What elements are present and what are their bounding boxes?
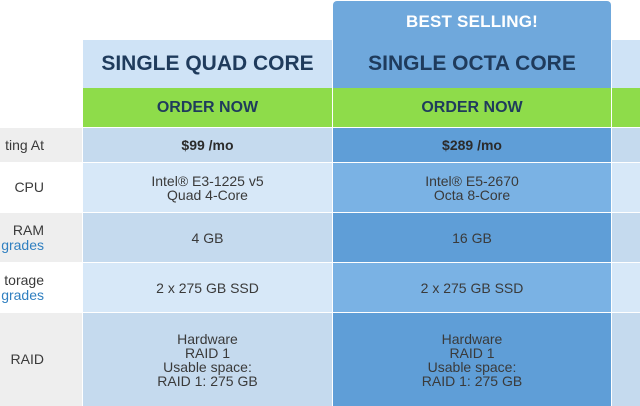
cpu-quad: Intel® E3-1225 v5 Quad 4-Core [83,163,332,212]
row-label: RAM grades [1,221,44,253]
raid-quad: Hardware RAID 1 Usable space: RAID 1: 275 G… [83,313,332,406]
raid-octa: Hardware RAID 1 Usable space: RAID 1: 275 G… [333,313,611,406]
row-raid: RAID Hardware RAID 1 Usable space: RAID 1: … [0,313,640,406]
plan-name-octa: SINGLE OCTA CORE [333,40,611,88]
storage-quad: 2 x 275 GB SSD [83,263,332,312]
price-octa: $289 /mo [333,128,611,162]
row-label: CPU [14,179,44,195]
cpu-octa: Intel® E5-2670 Octa 8-Core [333,163,611,212]
ram-octa: 16 GB [333,213,611,262]
order-now-quad-button[interactable]: ORDER NOW [83,88,332,127]
next-plan-header-edge [612,40,640,88]
ram-quad: 4 GB [83,213,332,262]
row-label: RAID [10,351,44,367]
row-storage: torage grades 2 x 275 GB SSD 2 x 275 GB … [0,263,640,312]
order-now-octa-button[interactable]: ORDER NOW [333,88,611,127]
upgrades-link[interactable]: grades [1,236,44,253]
row-starting-at: ting At $99 /mo $289 /mo [0,128,640,162]
price-quad: $99 /mo [83,128,332,162]
row-ram: RAM grades 4 GB 16 GB [0,213,640,262]
best-selling-badge: BEST SELLING! [333,1,611,43]
plan-name-quad: SINGLE QUAD CORE [83,40,332,88]
row-cpu: CPU Intel® E3-1225 v5 Quad 4-Core Intel® … [0,163,640,212]
order-now-next-button-edge[interactable] [612,88,640,127]
upgrades-link[interactable]: grades [1,286,44,303]
storage-octa: 2 x 275 GB SSD [333,263,611,312]
row-label: ting At [5,136,44,153]
row-label: torage grades [1,271,44,303]
